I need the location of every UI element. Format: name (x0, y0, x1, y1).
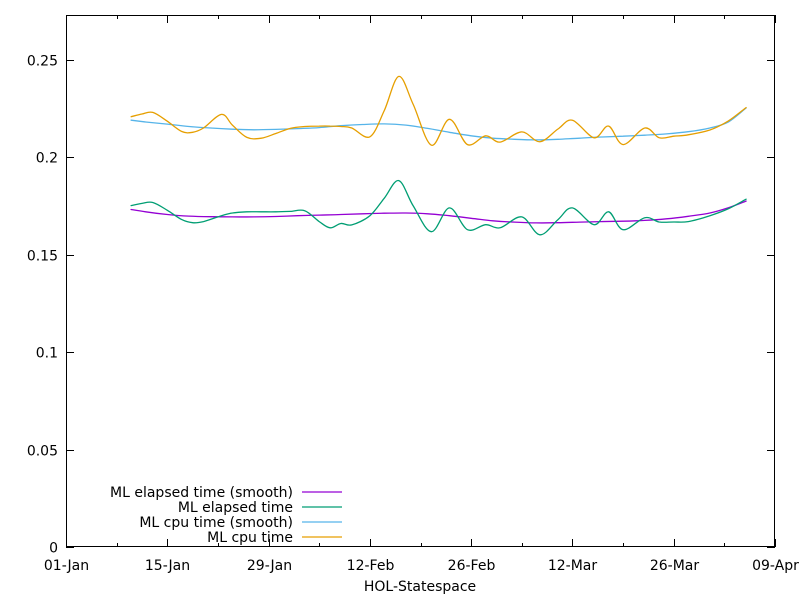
x-tick-label: 01-Jan (44, 558, 89, 574)
x-tick-label: 26-Feb (448, 558, 496, 574)
x-tick-label: 15-Jan (145, 558, 190, 574)
x-axis-title: HOL-Statespace (364, 579, 476, 595)
x-tick-label: 26-Mar (650, 558, 700, 574)
x-tick-label: 29-Jan (247, 558, 292, 574)
y-tick-label: 0.1 (36, 346, 58, 362)
axes-ticks: 0 0.05 0.1 0.15 0.2 0.25 01-Jan 15-Jan 29-Jan 12-… (27, 15, 799, 574)
y-tick-label: 0.15 (27, 249, 58, 265)
x-tick-label: 12-Mar (548, 558, 598, 574)
y-tick-label: 0 (49, 541, 58, 557)
series-line-ml-elapsed-time (130, 179, 747, 236)
y-tick-label: 0.05 (27, 444, 58, 460)
legend: ML elapsed time (smooth)ML elapsed timeM… (110, 485, 342, 546)
series-line-ml-cpu-time-smooth (130, 107, 747, 141)
series-lines (130, 75, 747, 236)
legend-label-ml-cpu-time: ML cpu time (207, 530, 293, 546)
legend-label-ml-cpu-time-smooth: ML cpu time (smooth) (139, 515, 293, 531)
legend-label-ml-elapsed-time-smooth: ML elapsed time (smooth) (110, 485, 293, 501)
x-tick-label: 12-Feb (347, 558, 395, 574)
y-tick-label: 0.2 (36, 151, 58, 167)
y-tick-label: 0.25 (27, 54, 58, 70)
series-line-ml-cpu-time (130, 75, 747, 146)
legend-label-ml-elapsed-time: ML elapsed time (178, 500, 293, 516)
plot-border (66, 15, 775, 547)
x-tick-label: 09-Apr (752, 558, 799, 574)
series-line-ml-elapsed-time-smooth (130, 200, 747, 224)
